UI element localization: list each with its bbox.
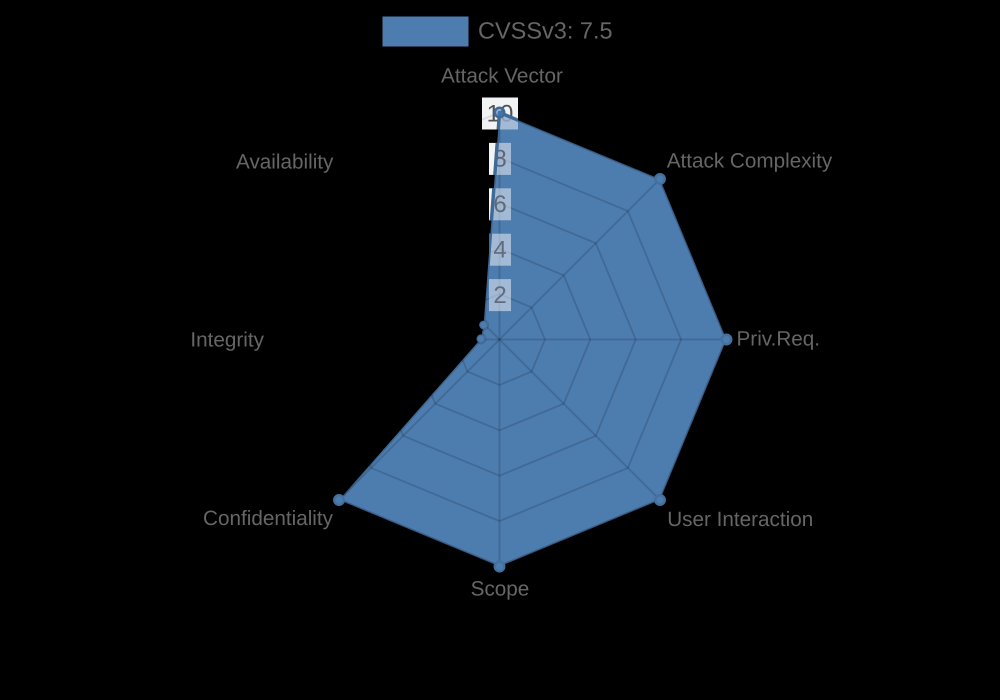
- svg-text:2: 2: [493, 282, 506, 309]
- svg-text:Scope: Scope: [471, 578, 530, 601]
- svg-text:Attack Vector: Attack Vector: [441, 65, 563, 88]
- svg-text:Confidentiality: Confidentiality: [203, 507, 334, 530]
- svg-text:6: 6: [493, 191, 506, 218]
- svg-text:User Interaction: User Interaction: [667, 508, 813, 531]
- svg-text:CVSSv3: 7.5: CVSSv3: 7.5: [478, 18, 613, 44]
- svg-text:Availability: Availability: [236, 150, 334, 173]
- svg-text:Attack Complexity: Attack Complexity: [667, 150, 833, 173]
- svg-text:4: 4: [493, 237, 506, 264]
- svg-text:Integrity: Integrity: [190, 329, 264, 352]
- svg-text:Priv.Req.: Priv.Req.: [737, 328, 821, 351]
